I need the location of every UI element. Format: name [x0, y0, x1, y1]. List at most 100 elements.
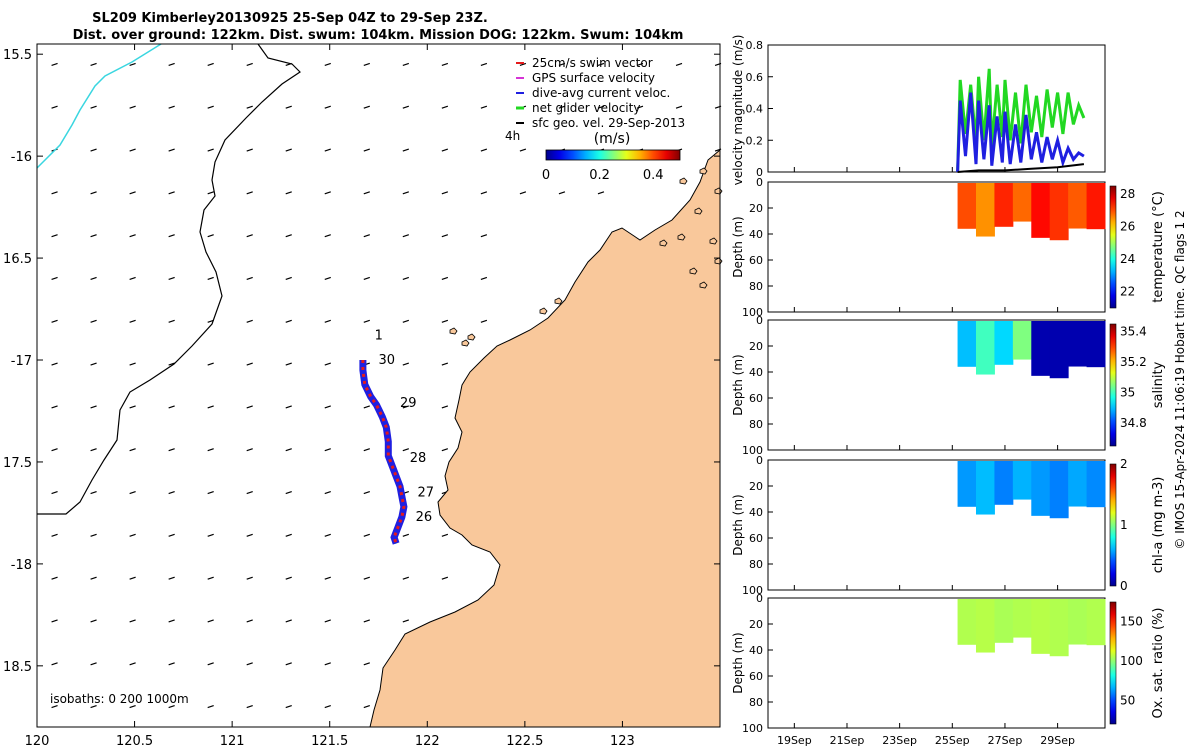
velocity-arrow [441, 576, 449, 580]
velocity-arrow [558, 191, 566, 195]
section-cell [1086, 461, 1106, 508]
y-tick-label: -16 [11, 150, 32, 165]
y-tick-label: 40 [749, 366, 763, 379]
island [689, 267, 698, 275]
section-cell [1068, 183, 1088, 229]
section-cell [1012, 461, 1032, 500]
velocity-arrow [324, 234, 331, 238]
y-tick-label: 60 [749, 532, 763, 545]
x-tick-label: 23Sep [882, 734, 917, 747]
velocity-arrow [168, 62, 175, 66]
velocity-arrow [285, 533, 292, 537]
section-cell [1031, 599, 1051, 654]
velocity-arrow [246, 191, 253, 195]
colorbar-bar [1109, 185, 1117, 309]
colorbar-tick: 0 [542, 168, 550, 183]
velocity-arrow [51, 62, 58, 66]
velocity-arrow [168, 362, 175, 366]
y-tick-label: 60 [749, 670, 763, 683]
velocity-arrow [363, 276, 370, 281]
velocity-arrow [90, 191, 97, 195]
velocity-arrow [246, 276, 253, 281]
section-cell [1068, 321, 1088, 367]
y-tick-label: 100 [742, 584, 763, 597]
velocity-arrow [90, 319, 97, 323]
colorbar-tick: 1 [1120, 518, 1128, 532]
day-label: 29 [400, 396, 417, 411]
y-tick-label: 17.5 [3, 456, 32, 471]
velocity-arrow [519, 62, 527, 66]
colorbar-tick: 26 [1120, 220, 1135, 234]
velocity-arrow [285, 276, 292, 281]
section-cell [1049, 461, 1069, 519]
x-tick-label: 121 [220, 734, 245, 749]
y-tick-label: 80 [749, 558, 763, 571]
title-line-1: SL209 Kimberley20130925 25-Sep 04Z to 29… [92, 11, 488, 26]
y-tick-label: 0 [756, 454, 763, 467]
colorbar-tick: 0 [1120, 579, 1128, 593]
velocity-arrow [90, 62, 97, 66]
velocity-arrow [480, 148, 488, 152]
velocity-arrow [246, 148, 253, 152]
velocity-arrow [168, 191, 175, 195]
velocity-arrow [90, 148, 97, 152]
velocity-arrow [441, 319, 449, 323]
velocity-arrow [246, 576, 253, 580]
velocity-arrow [480, 105, 488, 109]
velocity-arrow [285, 234, 292, 238]
section-cell [1049, 183, 1069, 241]
velocity-arrow [480, 191, 488, 195]
colorbar-tick: 150 [1120, 615, 1143, 629]
velocity-arrow [441, 448, 449, 452]
glider-track-swim [361, 360, 406, 544]
temperature-panel: 0 20 40 60 80 100 Depth (m) 28 26 24 22 temperature… [731, 176, 1166, 319]
depth-label: Depth (m) [731, 494, 745, 555]
y-tick-label: 18.5 [3, 660, 32, 675]
island [709, 237, 718, 245]
velocity-arrow [207, 576, 214, 580]
y-tick-label: 20 [749, 618, 763, 631]
section-cell [1086, 599, 1106, 646]
velocity-arrow [324, 662, 331, 666]
velocity-arrow [51, 448, 58, 452]
island [467, 333, 476, 341]
velocity-arrow [363, 234, 370, 238]
velocity-arrow [207, 448, 214, 452]
colorbar-bar [1109, 601, 1117, 725]
islands [449, 167, 723, 347]
velocity-arrow [324, 319, 331, 323]
velocity-arrow [324, 619, 331, 623]
section-cell [1049, 599, 1069, 657]
velocity-arrow [558, 105, 566, 109]
velocity-arrow [285, 362, 292, 366]
section-cell [1068, 599, 1088, 645]
section-cell [1086, 183, 1106, 230]
y-tick-label: 40 [749, 228, 763, 241]
y-tick-label: 20 [749, 202, 763, 215]
y-tick-label: 20 [749, 340, 763, 353]
velocity-arrow [441, 105, 449, 109]
velocity-arrow [129, 405, 136, 409]
island [699, 167, 708, 175]
velocity-arrow [636, 105, 644, 109]
velocity-arrow [402, 105, 410, 109]
velocity-arrow [129, 619, 136, 623]
velocity-arrow [324, 62, 331, 66]
velocity-arrow [129, 576, 136, 580]
velocity-arrow [129, 62, 136, 66]
y-tick-label: 80 [749, 418, 763, 431]
speed-colorbar: 0 0.2 0.4 [542, 149, 681, 183]
velocity-arrow [285, 148, 292, 152]
island [449, 327, 458, 335]
velocity-arrow [363, 533, 370, 537]
velocity-arrow [363, 319, 370, 323]
velocity-arrow [207, 362, 214, 366]
x-tick-label: 120.5 [116, 734, 153, 749]
isobaths-label: isobaths: 0 200 1000m [50, 692, 189, 706]
velocity-arrow [51, 362, 58, 366]
velocity-arrow [597, 191, 605, 195]
legend-label: 25cm/s swim vector [532, 56, 653, 70]
velocity-arrow [324, 705, 331, 709]
